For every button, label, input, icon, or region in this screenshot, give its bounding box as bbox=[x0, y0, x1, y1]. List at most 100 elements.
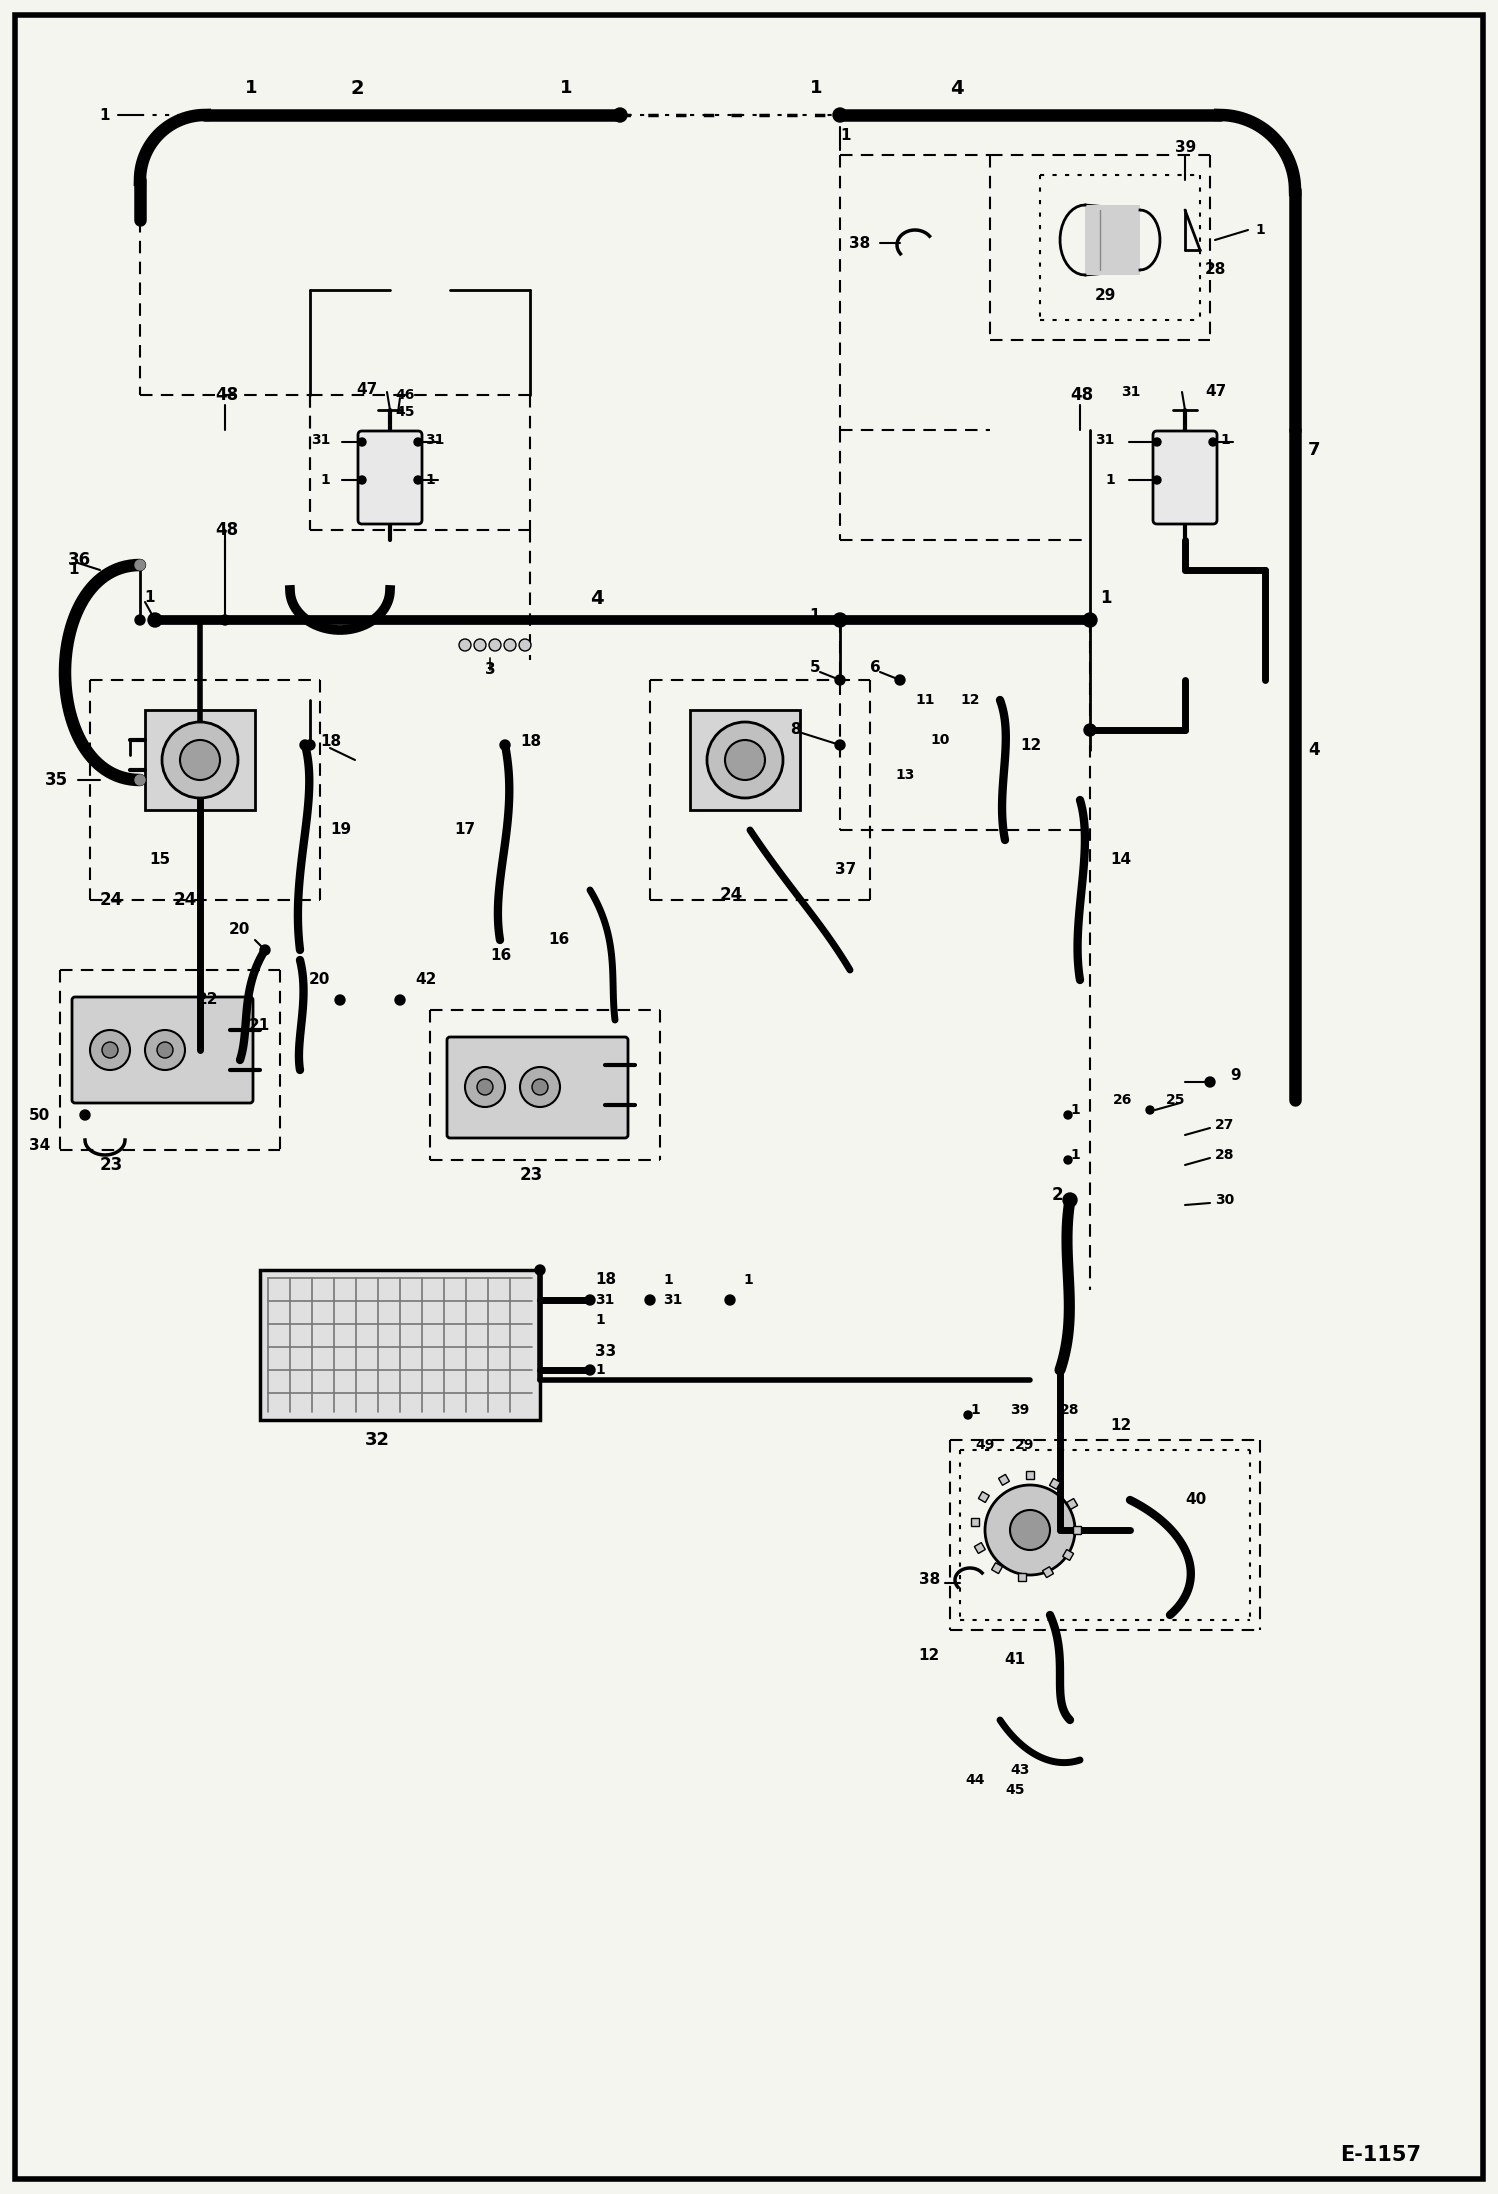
Bar bbox=[992, 1562, 1002, 1573]
Text: 49: 49 bbox=[975, 1437, 995, 1452]
Text: 46: 46 bbox=[395, 388, 415, 402]
Text: 24: 24 bbox=[174, 891, 196, 908]
Text: 1: 1 bbox=[321, 474, 330, 487]
Circle shape bbox=[135, 614, 145, 625]
Text: 9: 9 bbox=[1230, 1068, 1240, 1082]
Bar bbox=[978, 1492, 989, 1503]
Circle shape bbox=[162, 722, 238, 799]
Circle shape bbox=[102, 1042, 118, 1058]
Text: 31: 31 bbox=[310, 432, 330, 448]
Circle shape bbox=[220, 614, 231, 625]
Text: 32: 32 bbox=[366, 1430, 389, 1448]
Text: 43: 43 bbox=[1010, 1764, 1029, 1777]
Circle shape bbox=[157, 1042, 172, 1058]
Text: 20: 20 bbox=[229, 921, 250, 937]
Circle shape bbox=[476, 1079, 493, 1095]
Circle shape bbox=[833, 108, 846, 123]
Circle shape bbox=[965, 1411, 972, 1420]
Text: 1: 1 bbox=[743, 1273, 753, 1288]
Text: 1: 1 bbox=[664, 1273, 673, 1288]
Text: 30: 30 bbox=[1215, 1194, 1234, 1207]
Circle shape bbox=[503, 638, 515, 652]
Text: 29: 29 bbox=[1095, 287, 1116, 303]
Circle shape bbox=[1204, 1077, 1215, 1086]
Bar bbox=[999, 1474, 1010, 1485]
Text: 24: 24 bbox=[100, 891, 123, 908]
Circle shape bbox=[986, 1485, 1076, 1575]
Circle shape bbox=[458, 638, 470, 652]
Text: 18: 18 bbox=[520, 735, 541, 750]
Circle shape bbox=[725, 1294, 736, 1305]
Text: 16: 16 bbox=[490, 948, 511, 963]
Circle shape bbox=[535, 1266, 545, 1275]
Text: 4: 4 bbox=[590, 588, 604, 608]
Bar bbox=[1067, 1499, 1077, 1509]
Circle shape bbox=[413, 439, 422, 445]
Circle shape bbox=[473, 638, 485, 652]
Text: 1: 1 bbox=[425, 474, 434, 487]
Text: 1: 1 bbox=[1255, 224, 1264, 237]
Bar bbox=[1085, 204, 1140, 274]
FancyBboxPatch shape bbox=[1153, 430, 1216, 524]
Circle shape bbox=[395, 996, 404, 1005]
Circle shape bbox=[1153, 439, 1161, 445]
Text: 8: 8 bbox=[789, 722, 800, 737]
Text: 40: 40 bbox=[1185, 1492, 1206, 1507]
Circle shape bbox=[135, 559, 145, 570]
Text: 41: 41 bbox=[1004, 1652, 1025, 1667]
Text: 39: 39 bbox=[1174, 140, 1197, 156]
Bar bbox=[1043, 1567, 1053, 1577]
FancyBboxPatch shape bbox=[72, 996, 253, 1104]
Text: 1: 1 bbox=[246, 79, 258, 97]
Circle shape bbox=[79, 1110, 90, 1119]
Text: 1: 1 bbox=[560, 79, 572, 97]
Text: 1: 1 bbox=[144, 590, 154, 606]
Circle shape bbox=[1085, 614, 1095, 625]
Bar bbox=[1073, 1527, 1082, 1534]
Text: 48: 48 bbox=[216, 520, 238, 540]
Text: 45: 45 bbox=[395, 406, 415, 419]
Text: 17: 17 bbox=[454, 823, 475, 838]
Text: 42: 42 bbox=[415, 972, 436, 987]
Circle shape bbox=[500, 739, 509, 750]
Bar bbox=[971, 1518, 980, 1527]
Circle shape bbox=[532, 1079, 548, 1095]
Text: 34: 34 bbox=[28, 1136, 49, 1152]
Text: 45: 45 bbox=[1005, 1784, 1025, 1797]
Circle shape bbox=[833, 612, 846, 627]
Text: 31: 31 bbox=[1121, 384, 1140, 399]
Circle shape bbox=[413, 476, 422, 485]
Text: 19: 19 bbox=[330, 823, 351, 838]
Circle shape bbox=[464, 1066, 505, 1108]
Circle shape bbox=[1064, 1110, 1073, 1119]
Text: 48: 48 bbox=[1070, 386, 1094, 404]
Circle shape bbox=[90, 1029, 130, 1071]
Text: 11: 11 bbox=[915, 693, 935, 706]
Text: 2: 2 bbox=[1052, 1187, 1064, 1205]
Bar bbox=[261, 1270, 539, 1420]
Circle shape bbox=[300, 739, 310, 750]
Circle shape bbox=[1085, 724, 1097, 735]
Text: 38: 38 bbox=[918, 1573, 941, 1588]
Text: 23: 23 bbox=[520, 1165, 544, 1185]
Circle shape bbox=[1153, 476, 1161, 485]
Text: 37: 37 bbox=[834, 862, 857, 878]
Text: 47: 47 bbox=[1204, 384, 1227, 399]
Text: 1: 1 bbox=[595, 1312, 605, 1327]
Text: 1: 1 bbox=[809, 608, 819, 623]
Text: 50: 50 bbox=[28, 1108, 49, 1123]
Circle shape bbox=[1209, 439, 1216, 445]
Text: 1: 1 bbox=[971, 1402, 980, 1417]
Text: 27: 27 bbox=[1215, 1119, 1234, 1132]
Circle shape bbox=[336, 996, 345, 1005]
Bar bbox=[1019, 1573, 1026, 1582]
Circle shape bbox=[135, 774, 145, 785]
Circle shape bbox=[613, 108, 628, 123]
Text: 23: 23 bbox=[100, 1156, 123, 1174]
Text: 6: 6 bbox=[870, 660, 881, 676]
Text: 35: 35 bbox=[45, 770, 67, 790]
Text: 31: 31 bbox=[1095, 432, 1115, 448]
Circle shape bbox=[725, 739, 765, 781]
Text: 39: 39 bbox=[1010, 1402, 1029, 1417]
Circle shape bbox=[180, 739, 220, 781]
